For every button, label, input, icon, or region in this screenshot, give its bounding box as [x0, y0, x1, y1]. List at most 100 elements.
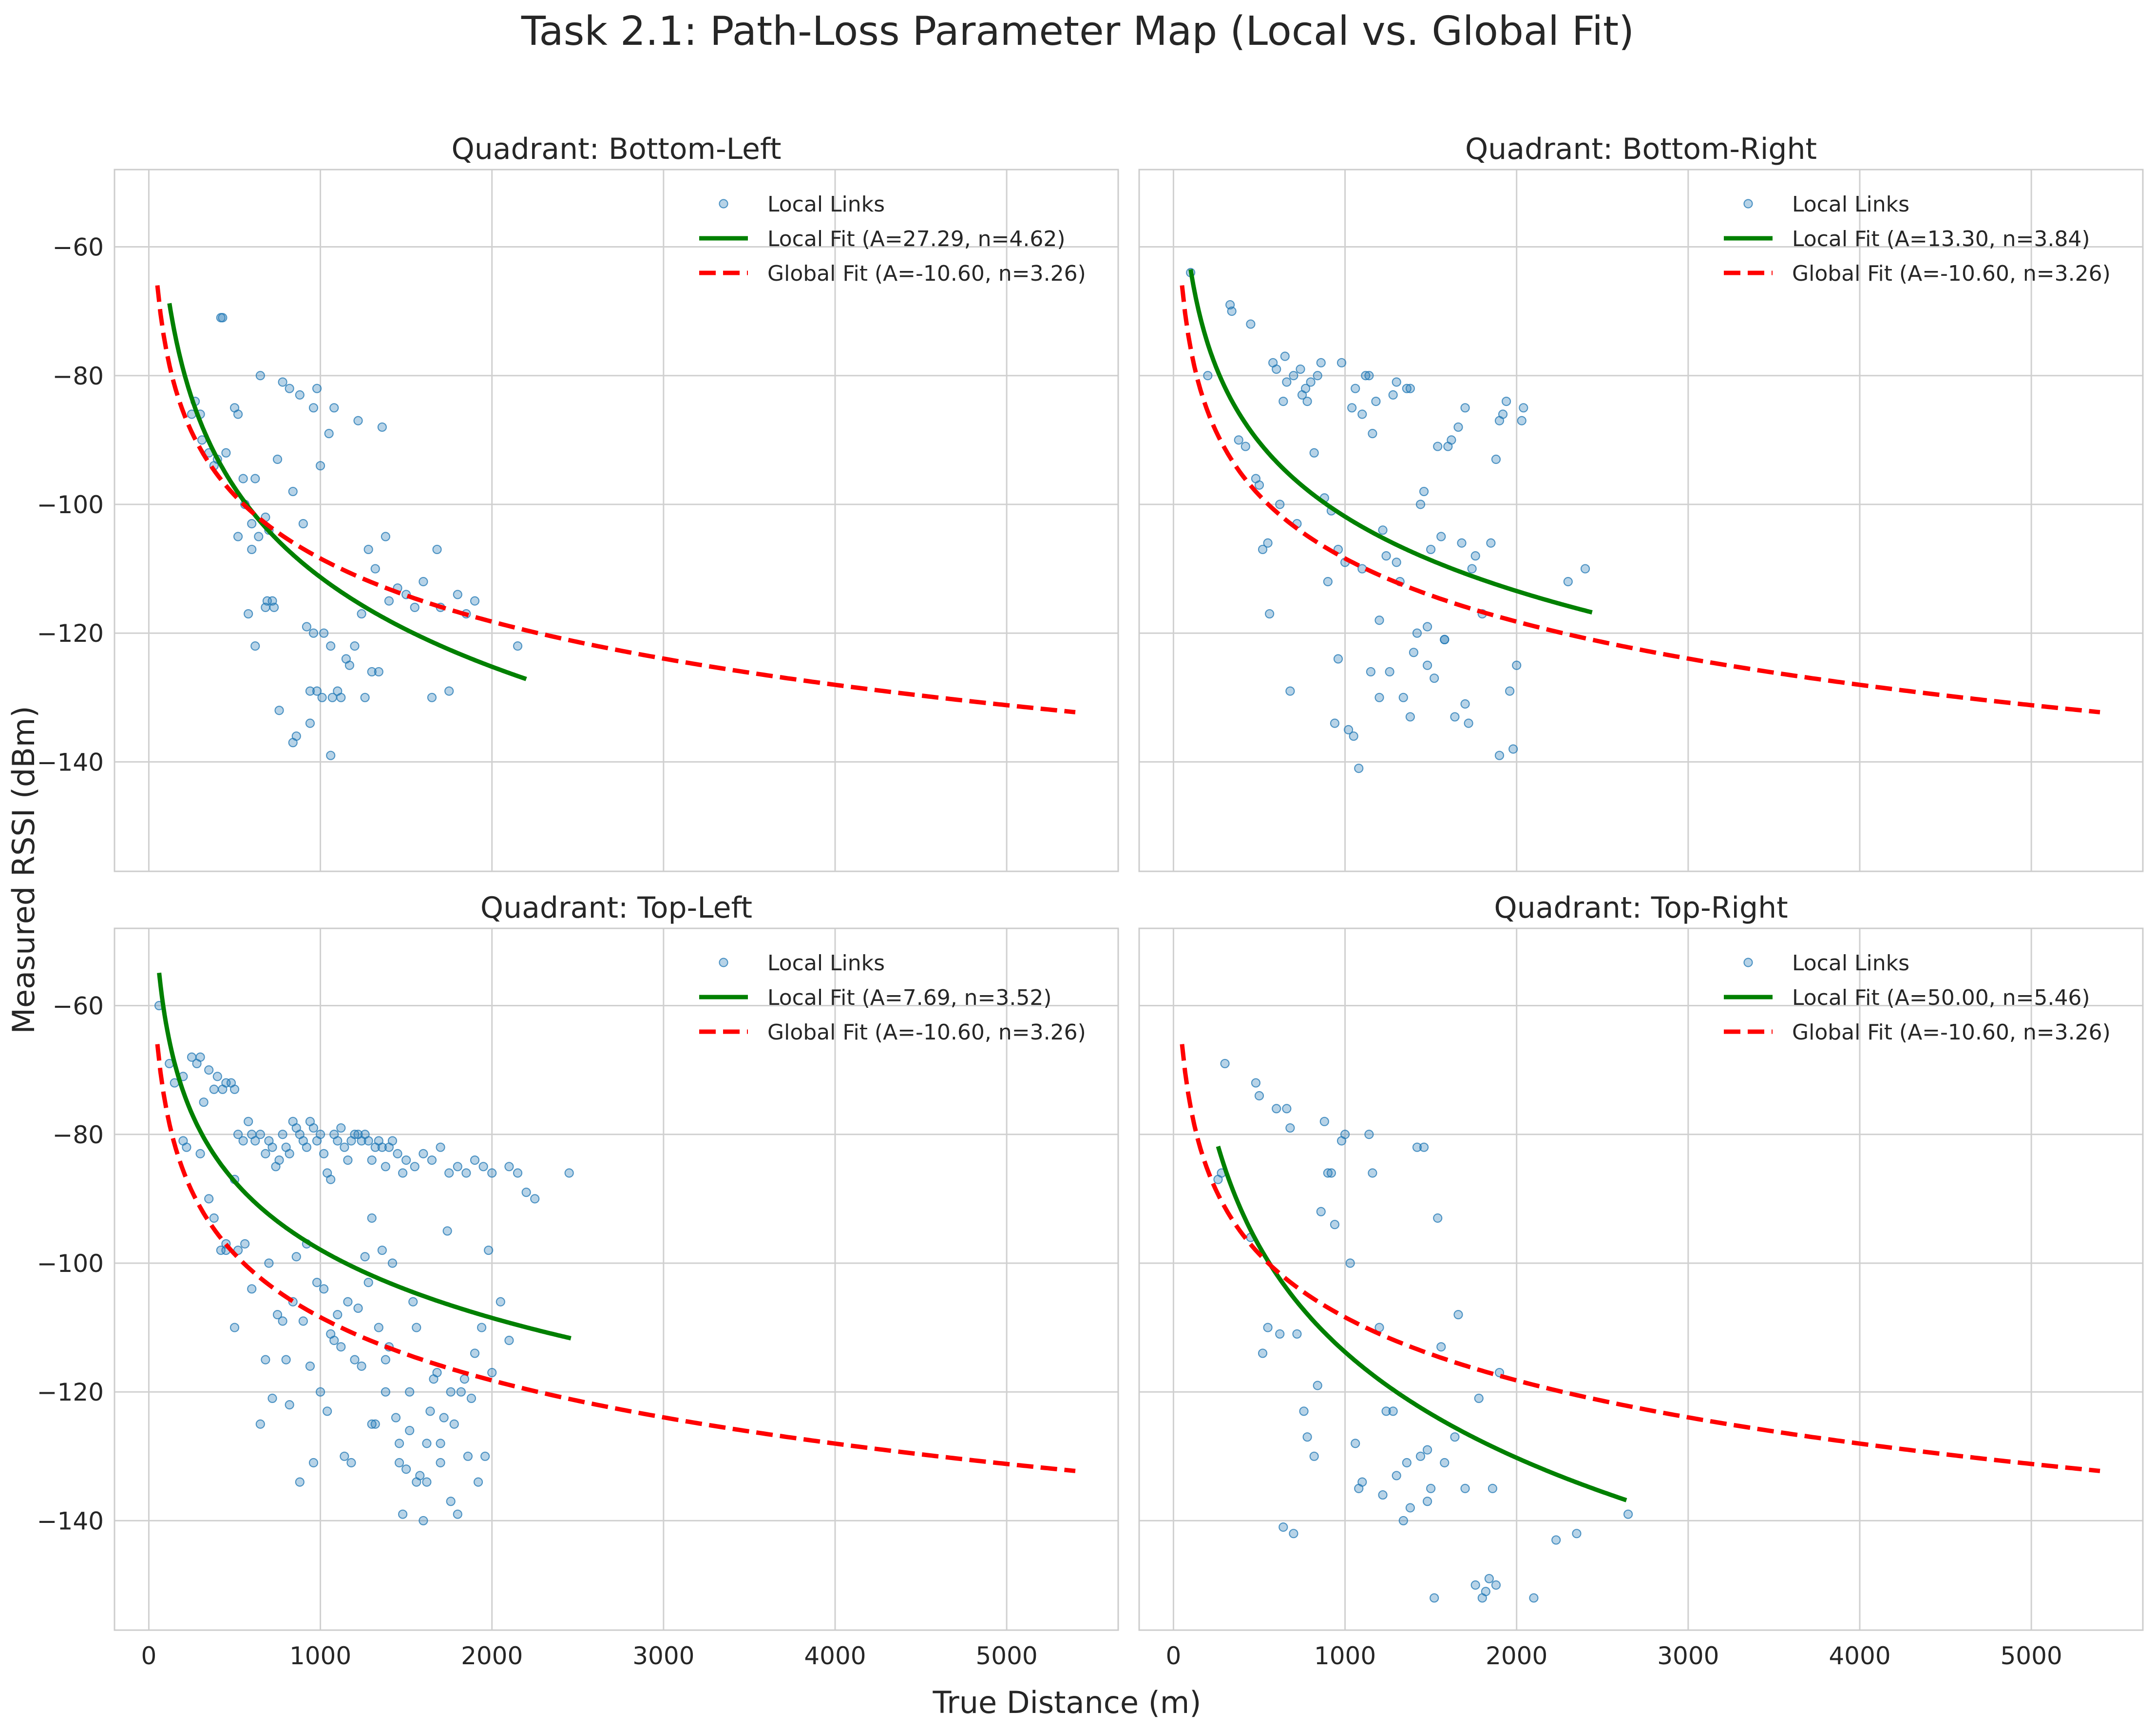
scatter-point — [1470, 1580, 1480, 1590]
scatter-point — [1505, 686, 1515, 696]
scatter-point — [302, 1142, 311, 1152]
legend-label: Global Fit (A=-10.60, n=3.26) — [1792, 1020, 2111, 1045]
scatter-point — [278, 377, 287, 387]
scatter-point — [305, 686, 315, 696]
scatter-point — [336, 1123, 346, 1133]
scatter-point — [1381, 1406, 1391, 1416]
scatter-point — [1519, 403, 1528, 413]
scatter-point — [1501, 396, 1511, 406]
y-tick-label: −60 — [52, 992, 104, 1020]
scatter-point — [1481, 1587, 1490, 1596]
scatter-point — [269, 602, 279, 612]
scatter-point — [419, 1516, 428, 1526]
subplot-3: 0 1000 2000 3000 4000 5000 −60 −80 −100 −120 −140 Q… — [37, 891, 1119, 1670]
legend-marker-points — [719, 958, 728, 967]
scatter-point — [444, 1168, 454, 1178]
scatter-point — [212, 1072, 222, 1081]
scatter-point — [261, 1149, 270, 1158]
scatter-point — [1405, 384, 1415, 393]
scatter-point — [319, 1149, 329, 1158]
scatter-point — [1258, 1348, 1268, 1358]
scatter-point — [1326, 1168, 1336, 1178]
scatter-point — [1486, 538, 1496, 548]
scatter-point — [199, 1097, 209, 1107]
scatter-point — [1234, 435, 1243, 445]
scatter-point — [401, 1155, 411, 1165]
scatter-point — [1464, 718, 1473, 728]
scatter-point — [1398, 692, 1408, 702]
scatter-point — [387, 1258, 398, 1268]
scatter-point — [449, 1419, 459, 1429]
plot-area — [155, 285, 1076, 760]
scatter-point — [436, 1142, 445, 1152]
scatter-point — [204, 1194, 214, 1204]
scatter-point — [346, 1458, 356, 1468]
scatter-point — [255, 1130, 265, 1139]
scatter-point — [1263, 538, 1273, 548]
scatter-point — [247, 544, 257, 555]
scatter-point — [1246, 319, 1256, 329]
scatter-point — [394, 1439, 404, 1448]
scatter-point — [1419, 1142, 1429, 1152]
scatter-point — [336, 1342, 346, 1352]
scatter-point — [1422, 1445, 1432, 1455]
scatter-point — [530, 1194, 540, 1204]
legend-label: Local Links — [767, 192, 885, 217]
scatter-point — [381, 532, 390, 541]
figure-title: Task 2.1: Path-Loss Parameter Map (Local… — [521, 8, 1634, 55]
scatter-point — [1254, 480, 1264, 490]
scatter-point — [432, 544, 442, 555]
scatter-point — [336, 692, 346, 702]
scatter-point — [229, 1084, 240, 1094]
legend: Local Links Local Fit (A=50.00, n=5.46) Gl… — [1724, 951, 2111, 1045]
scatter-point — [1450, 1432, 1460, 1442]
legend-label: Local Links — [1792, 951, 1909, 976]
scatter-point — [1392, 558, 1401, 567]
scatter-point — [229, 1323, 240, 1332]
scatter-point — [350, 641, 360, 651]
scatter-point — [1517, 416, 1526, 425]
scatter-point — [1272, 364, 1281, 374]
scatter-point — [1220, 1058, 1230, 1069]
scatter-point — [233, 409, 243, 419]
scatter-point — [1529, 1593, 1539, 1603]
scatter-point — [1563, 577, 1573, 587]
y-tick-label: −140 — [37, 748, 104, 776]
scatter-point — [1402, 384, 1412, 393]
x-tick-label: 2000 — [1486, 1642, 1547, 1670]
scatter-point — [1263, 1323, 1273, 1332]
scatter-point — [195, 1052, 205, 1062]
x-tick-label: 1000 — [1314, 1642, 1376, 1670]
scatter-point — [285, 1400, 294, 1410]
scatter-point — [233, 532, 243, 541]
scatter-point — [1494, 750, 1505, 760]
scatter-point — [401, 1464, 411, 1474]
scatter-point — [480, 1451, 490, 1461]
scatter-point — [1316, 1207, 1326, 1216]
scatter-point — [1409, 648, 1419, 657]
x-tick-label: 0 — [141, 1642, 157, 1670]
scatter-point — [446, 1497, 456, 1506]
scatter-point — [377, 1142, 387, 1152]
scatter-point — [405, 1387, 415, 1397]
scatter-point — [1405, 712, 1415, 722]
scatter-point — [1275, 500, 1285, 509]
scatter-point — [1302, 1432, 1312, 1442]
scatter-point — [305, 1361, 315, 1371]
scatter-point — [1364, 1130, 1374, 1139]
scatter-point — [374, 1323, 383, 1332]
legend-label: Global Fit (A=-10.60, n=3.26) — [1792, 261, 2111, 286]
subplot-grid: −60 −80 −100 −120 −140 Quadrant: Bottom-Left L… — [37, 132, 2144, 1670]
scatter-point — [446, 1387, 456, 1397]
scatter-point — [244, 609, 253, 619]
scatter-point — [1272, 1104, 1281, 1114]
x-tick-label: 5000 — [975, 1642, 1037, 1670]
scatter-point — [1354, 764, 1364, 773]
scatter-point — [1251, 1078, 1261, 1088]
scatter-point — [1351, 384, 1360, 393]
scatter-point — [1436, 532, 1446, 541]
scatter-point — [367, 667, 377, 677]
scatter-point — [291, 731, 301, 741]
scatter-point — [350, 1355, 360, 1365]
scatter-point — [343, 1297, 353, 1307]
